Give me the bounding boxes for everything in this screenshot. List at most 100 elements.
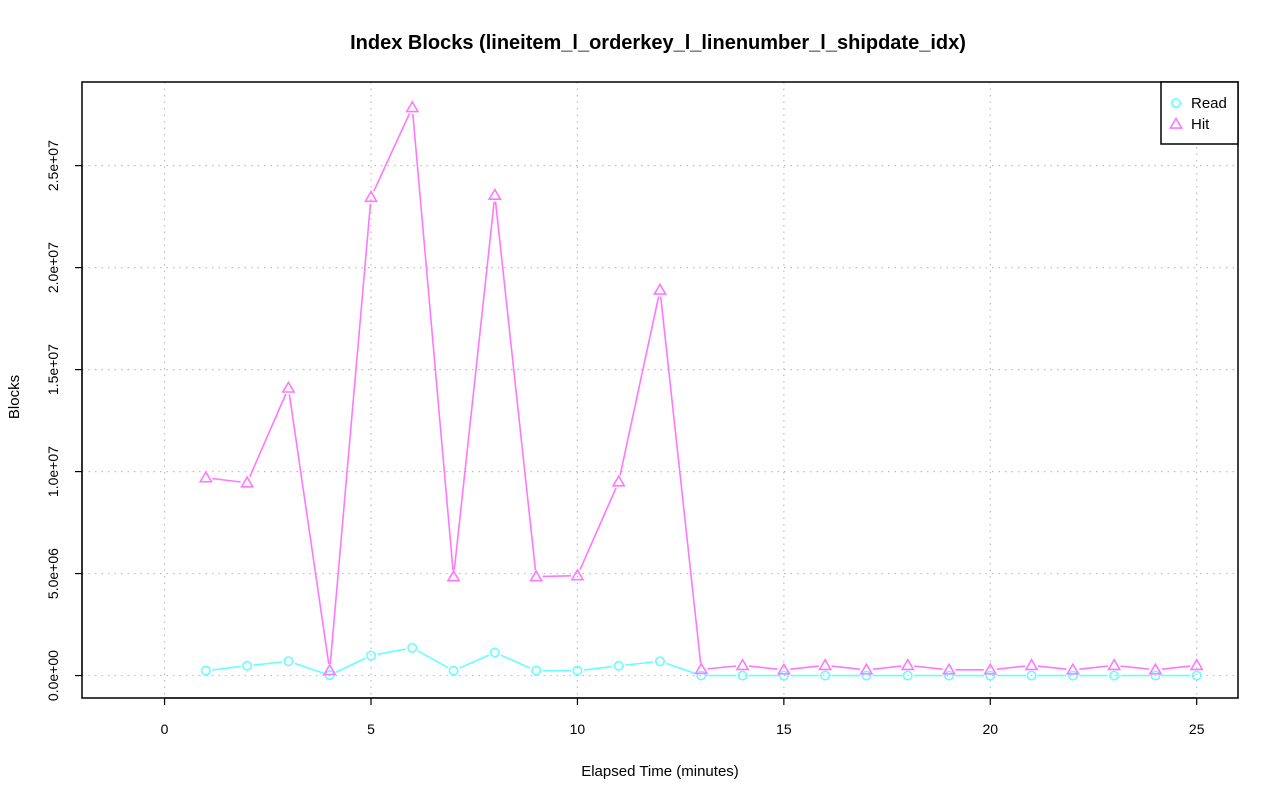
read-point: [737, 670, 748, 681]
read-line-segment: [212, 665, 241, 671]
read-line-segment: [625, 661, 654, 666]
x-axis-label: Elapsed Time (minutes): [581, 763, 739, 780]
hit-line-segment: [249, 393, 287, 478]
x-tick-label: 20: [982, 721, 998, 737]
y-tick-label: 2.5e+07: [45, 140, 61, 191]
series-read: [200, 642, 1202, 681]
read-point: [200, 665, 211, 676]
hit-point: [776, 662, 791, 675]
hit-point: [446, 569, 461, 582]
y-tick-label: 5.0e+06: [45, 548, 61, 599]
read-line-segment: [294, 662, 324, 674]
read-point: [242, 660, 253, 671]
read-line-segment: [459, 654, 490, 669]
hit-point: [653, 282, 667, 295]
hit-line-segment: [1120, 665, 1150, 670]
hit-line-segment: [412, 113, 454, 571]
hit-line-segment: [542, 574, 571, 578]
read-point: [778, 670, 789, 681]
hit-point: [1189, 658, 1204, 671]
hit-line-segment: [453, 201, 495, 571]
hit-point: [281, 380, 296, 393]
hit-point: [942, 662, 956, 675]
y-tick-label: 1.0e+07: [45, 446, 61, 497]
hit-point: [1065, 662, 1080, 675]
legend-box: [1160, 81, 1239, 145]
plot-frame: [81, 81, 1239, 699]
y-tick-label: 2.0e+07: [45, 242, 61, 293]
hit-point: [487, 188, 502, 201]
read-line-segment: [665, 662, 696, 675]
hit-line-segment: [659, 296, 702, 664]
legend: Read Hit: [1160, 81, 1239, 145]
hit-point: [1024, 658, 1039, 671]
read-point: [489, 647, 500, 658]
read-line-segment: [335, 657, 366, 674]
read-point: [1067, 670, 1078, 681]
hit-line-segment: [212, 477, 241, 483]
read-point: [696, 670, 707, 681]
read-point: [365, 650, 376, 661]
x-tick-label: 25: [1189, 721, 1205, 737]
hit-line-segment: [1079, 665, 1108, 670]
hit-line-segment: [996, 665, 1026, 670]
hit-point: [859, 662, 874, 675]
y-tick-label: 1.5e+07: [45, 344, 61, 395]
read-line-segment: [253, 661, 283, 666]
read-point: [613, 660, 624, 671]
hit-point: [1148, 662, 1163, 675]
legend-marker-hit: [1169, 116, 1183, 129]
x-tick-label: 5: [367, 721, 375, 737]
read-line-segment: [377, 648, 407, 656]
x-tick-label: 0: [161, 721, 169, 737]
hit-point: [611, 474, 626, 487]
x-axis: 0 5 10 15 20 25: [161, 697, 1205, 737]
hit-line-segment: [831, 665, 861, 670]
hit-point: [405, 100, 420, 113]
read-point: [448, 665, 459, 676]
x-tick-label: 10: [570, 721, 586, 737]
hit-line-segment: [872, 665, 902, 670]
legend-label-hit: Hit: [1191, 116, 1210, 133]
read-point: [1191, 670, 1202, 681]
hit-point: [240, 475, 255, 488]
read-point: [902, 670, 913, 681]
read-point: [985, 670, 996, 681]
hit-line-segment: [579, 487, 617, 570]
hit-line-segment: [1037, 665, 1067, 670]
chart-title: Index Blocks (lineitem_l_orderkey_l_line…: [350, 32, 966, 54]
hit-point: [570, 568, 585, 581]
y-axis-label: Blocks: [6, 375, 23, 419]
read-point: [1109, 670, 1120, 681]
read-point: [943, 670, 954, 681]
hit-point: [1107, 658, 1122, 671]
grid: [82, 82, 1238, 698]
hit-line-segment: [790, 665, 819, 670]
hit-point: [735, 658, 750, 671]
y-axis: 0.0e+00 5.0e+06 1.0e+07 1.5e+07 2.0e+07 2.5e+…: [45, 140, 83, 701]
read-point: [572, 665, 583, 676]
hit-point: [198, 470, 213, 483]
series-hit: [198, 100, 1204, 676]
hit-point: [694, 662, 709, 675]
legend-label-read: Read: [1191, 95, 1227, 112]
hit-point: [364, 190, 378, 203]
hit-line-segment: [748, 665, 778, 670]
y-tick-label: 0.0e+00: [45, 650, 61, 701]
read-point: [820, 670, 831, 681]
hit-line-segment: [1161, 665, 1191, 670]
hit-line-segment: [914, 665, 943, 670]
hit-line-segment: [329, 203, 372, 665]
hit-line-segment: [494, 201, 537, 571]
read-point: [531, 665, 542, 676]
x-tick-label: 15: [776, 721, 792, 737]
read-point: [1026, 670, 1037, 681]
read-point: [654, 656, 665, 667]
read-line-segment: [417, 650, 449, 669]
hit-point: [529, 569, 544, 582]
read-point: [407, 642, 418, 653]
read-point: [283, 656, 294, 667]
hit-point: [322, 663, 337, 676]
